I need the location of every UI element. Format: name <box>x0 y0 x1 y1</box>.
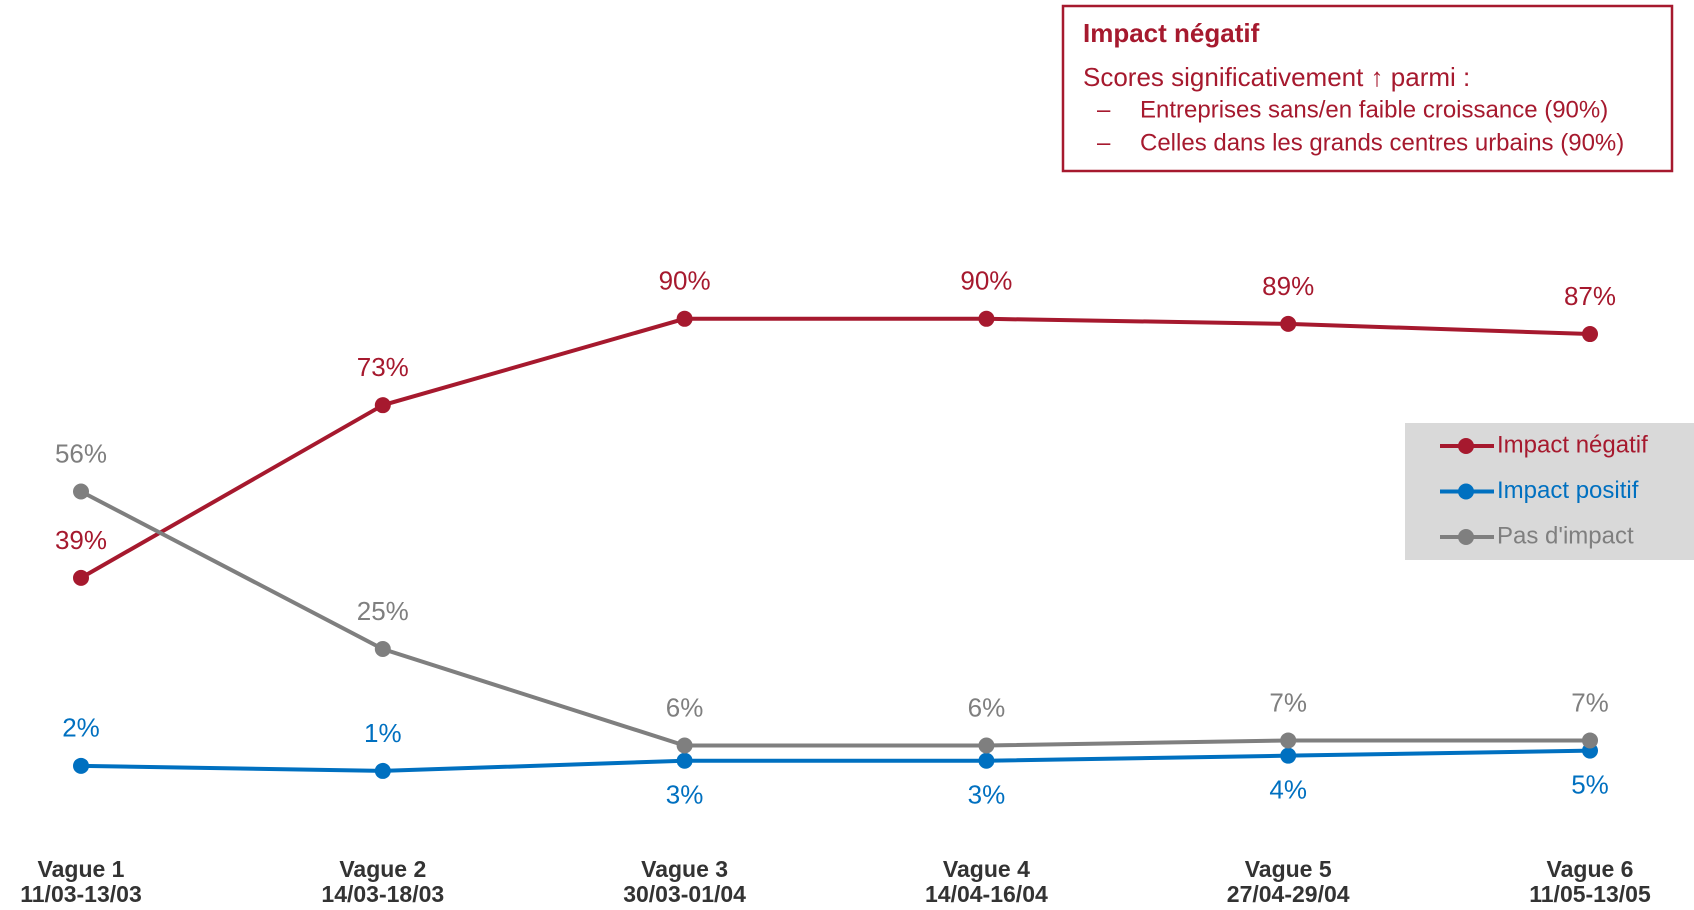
legend-marker <box>1458 483 1474 500</box>
point <box>978 737 995 754</box>
data-label: 4% <box>1269 775 1307 805</box>
data-label: 6% <box>968 692 1006 722</box>
data-label: 73% <box>357 352 409 382</box>
x-tick-date: 11/03-13/03 <box>20 881 142 907</box>
series-line <box>80 489 1590 748</box>
data-label: 3% <box>666 780 704 810</box>
bullet-dash: – <box>1097 96 1111 123</box>
point <box>73 569 89 586</box>
point <box>73 483 89 500</box>
note-text: Scores significativement ↑ parmi : <box>1083 62 1470 92</box>
data-label: 7% <box>1571 687 1609 717</box>
x-tick-label: Vague 5 <box>1245 856 1332 882</box>
data-label: 56% <box>55 438 107 468</box>
note-box <box>1061 4 1674 173</box>
point <box>374 397 391 414</box>
x-tick-label: Vague 6 <box>1547 856 1634 882</box>
point <box>374 641 391 657</box>
point <box>1280 315 1297 332</box>
x-tick-label: Vague 4 <box>943 856 1030 882</box>
data-label: 5% <box>1571 769 1609 799</box>
data-label: 89% <box>1262 271 1314 301</box>
x-tick-label: Vague 1 <box>38 856 125 882</box>
point <box>978 310 995 327</box>
note-title: Impact négatif <box>1083 18 1260 48</box>
point <box>676 752 693 769</box>
x-tick-date: 14/03-18/03 <box>321 881 444 907</box>
data-label: 6% <box>666 692 704 722</box>
data-label: 1% <box>364 718 402 748</box>
point <box>978 752 995 769</box>
x-tick-date: 11/05-13/05 <box>1529 881 1651 907</box>
x-tick-label: Vague 3 <box>641 856 728 882</box>
legend-label: Pas d'impact <box>1497 522 1634 549</box>
data-label: 3% <box>968 780 1006 810</box>
legend-label: Impact négatif <box>1497 431 1648 458</box>
data-label: 39% <box>55 525 107 555</box>
point <box>374 762 391 779</box>
legend-marker <box>1458 438 1474 454</box>
data-label: 25% <box>357 596 409 626</box>
point <box>1280 732 1297 749</box>
data-label: 87% <box>1564 281 1616 311</box>
series-line <box>80 316 1591 580</box>
legend-marker <box>1458 529 1474 545</box>
point <box>1280 747 1297 764</box>
data-label: 7% <box>1269 687 1307 717</box>
point <box>676 737 693 754</box>
note-bullet: Celles dans les grands centres urbains (… <box>1140 129 1624 156</box>
data-label: 90% <box>960 266 1012 296</box>
bullet-dash: – <box>1097 129 1111 156</box>
data-label: 90% <box>659 266 711 296</box>
data-label: 2% <box>62 713 100 743</box>
point <box>676 310 693 327</box>
x-tick-date: 27/04-29/04 <box>1227 881 1350 907</box>
legend-label: Impact positif <box>1497 477 1639 504</box>
note-bullet: Entreprises sans/en faible croissance (9… <box>1140 96 1608 123</box>
series-line <box>80 748 1591 773</box>
x-tick-date: 14/04-16/04 <box>925 881 1048 907</box>
x-tick-label: Vague 2 <box>339 856 426 882</box>
point <box>1582 732 1598 749</box>
point <box>73 757 89 774</box>
point <box>1582 326 1598 343</box>
x-tick-date: 30/03-01/04 <box>623 881 746 907</box>
